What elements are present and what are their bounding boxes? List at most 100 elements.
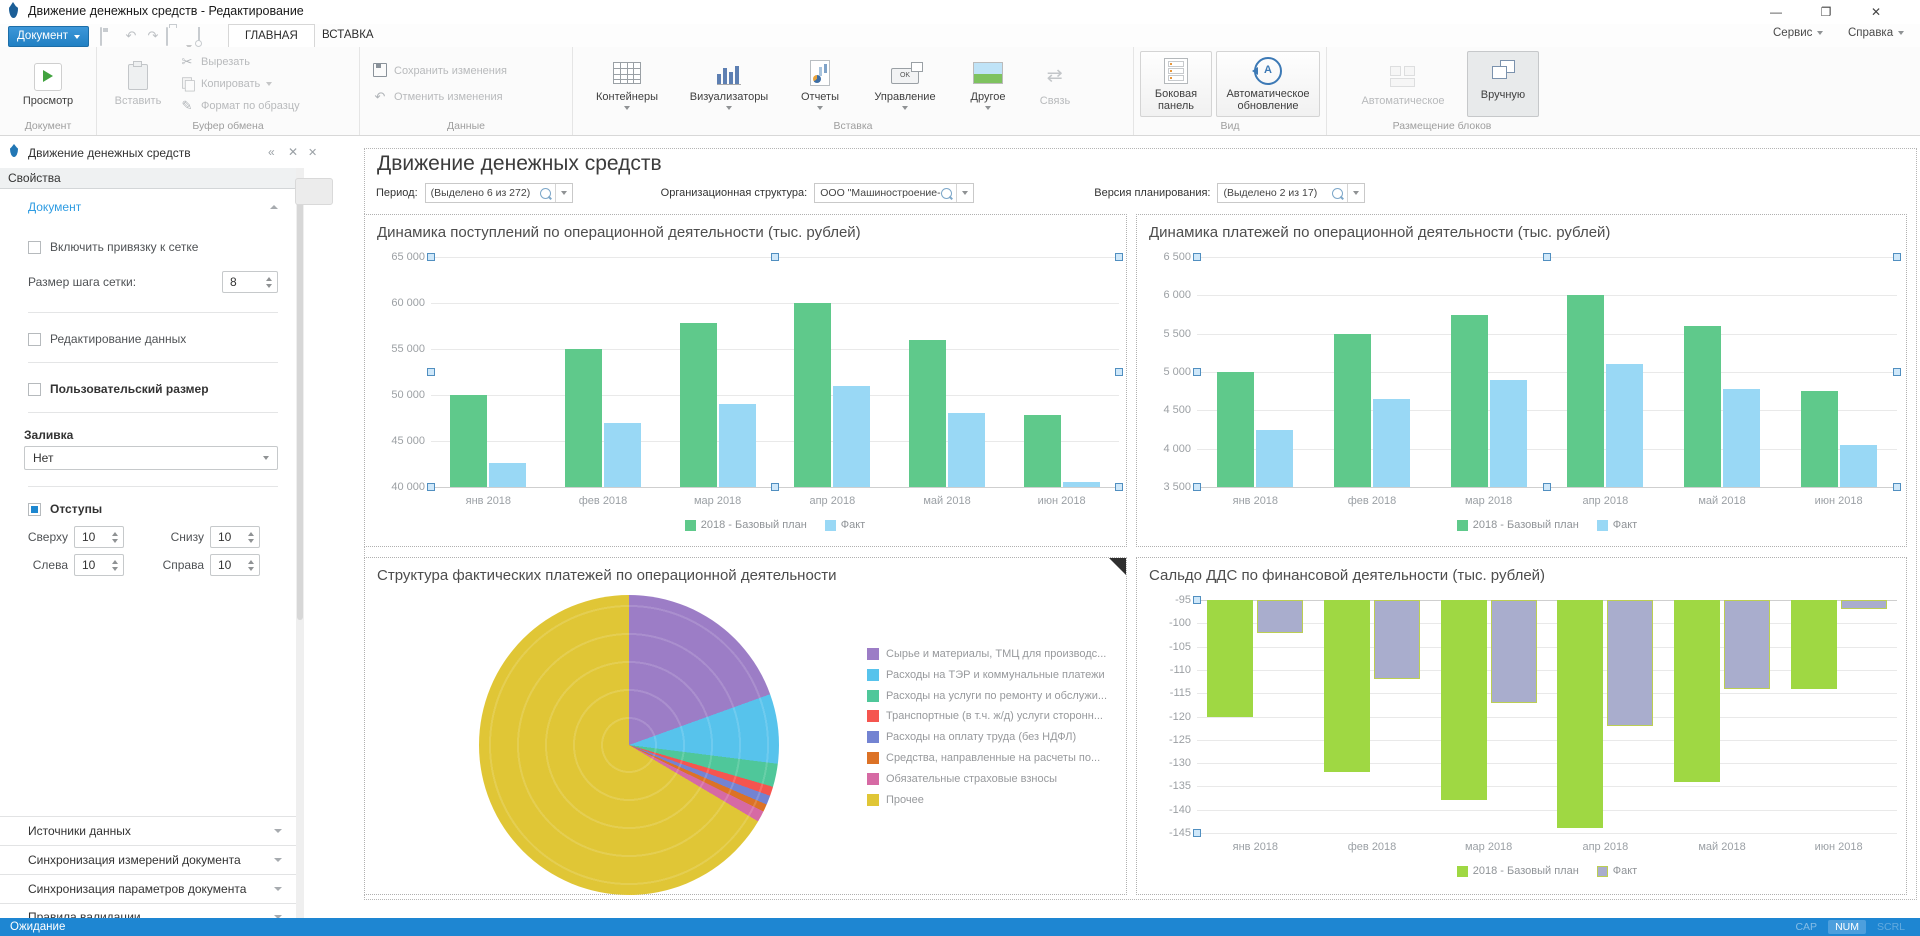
layout-manual-button[interactable]: Вручную [1467,51,1539,117]
section-document-header[interactable]: Документ [28,200,278,214]
selection-handle[interactable] [1893,368,1901,376]
bar-plan[interactable] [1450,314,1488,487]
filter-period-combobox[interactable]: (Выделено 6 из 272) [424,183,573,203]
custom-size-checkbox[interactable] [28,382,41,396]
bar-plan[interactable] [1557,600,1604,829]
bar-plan[interactable] [1334,333,1371,487]
minimize-button[interactable]: — [1770,5,1782,19]
bar-fact[interactable] [1373,398,1410,487]
section-dim-sync[interactable]: Синхронизация измерений документа [0,845,296,873]
selection-handle[interactable] [771,253,779,261]
selection-handle[interactable] [1193,829,1201,837]
section-data-sources[interactable]: Источники данных [0,816,296,844]
bar-fact[interactable] [1839,444,1877,487]
pie-chart[interactable] [479,595,779,895]
margin-left-spinner[interactable]: 10 [74,554,124,576]
paste-button[interactable]: Вставить [103,58,173,111]
panel-close-button[interactable]: ✕ [288,145,299,159]
bar-plan[interactable] [450,395,488,487]
margin-top-spinner[interactable]: 10 [74,526,124,548]
tab-insert[interactable]: ВСТАВКА [322,29,374,41]
spinner-arrows-icon[interactable] [107,559,123,571]
bar-plan[interactable] [1567,295,1605,487]
margin-right-spinner[interactable]: 10 [210,554,260,576]
bar-fact[interactable] [1723,388,1760,487]
quick-save-button[interactable] [100,27,118,46]
selection-handle[interactable] [1543,483,1551,491]
preview-run-button[interactable]: Просмотр [7,58,89,111]
panel-collapse-button[interactable]: « [268,145,275,159]
containers-button[interactable]: Контейнеры [579,54,675,114]
grid-step-spinner[interactable]: 8 [222,271,278,293]
quick-print-button[interactable] [166,27,184,46]
bar-fact[interactable] [1724,600,1770,689]
margin-bottom-spinner[interactable]: 10 [210,526,260,548]
close-button[interactable]: ✕ [1870,5,1882,19]
selection-handle[interactable] [1893,483,1901,491]
bar-fact[interactable] [948,413,985,487]
tab-properties[interactable]: Свойства [0,168,296,189]
bar-plan[interactable] [909,339,946,487]
filter-orgstructure-combobox[interactable]: ООО "Машиностроение-1" [814,183,975,203]
side-panel-toggle[interactable]: Боковая панель [1140,51,1212,117]
spinner-arrows-icon[interactable] [261,276,277,288]
tab-home[interactable]: ГЛАВНАЯ [228,24,315,47]
selection-handle[interactable] [1193,253,1201,261]
other-button[interactable]: Другое [953,54,1023,114]
selection-handle[interactable] [1193,483,1201,491]
selection-handle[interactable] [1893,253,1901,261]
copy-button[interactable]: Копировать [179,75,300,93]
chart-block-receipts-dynamics[interactable]: Динамика поступлений по операционной дея… [364,214,1127,547]
bar-fact[interactable] [1490,600,1537,703]
auto-refresh-toggle[interactable]: A Автоматическое обновление [1216,51,1320,117]
bar-fact[interactable] [1062,481,1100,487]
selection-handle[interactable] [427,368,435,376]
bar-fact[interactable] [1606,364,1644,487]
quick-preview-button[interactable] [198,27,216,46]
controls-button[interactable]: OK Управление [859,54,951,114]
bar-fact[interactable] [604,422,641,487]
spinner-arrows-icon[interactable] [243,559,259,571]
data-edit-checkbox[interactable] [28,332,41,346]
dropdown-button[interactable] [956,184,973,202]
selection-handle[interactable] [771,483,779,491]
service-menu[interactable]: Сервис [1773,27,1824,39]
chart-block-payments-structure-pie[interactable]: Структура фактических платежей по операц… [364,557,1127,895]
save-changes-button[interactable]: Сохранить изменения [372,62,507,80]
margins-checkbox[interactable] [28,502,41,516]
visualizers-button[interactable]: Визуализаторы [677,54,781,114]
selection-handle[interactable] [1115,368,1123,376]
section-param-sync[interactable]: Синхронизация параметров документа [0,874,296,902]
bar-plan[interactable] [1674,600,1720,782]
selection-handle[interactable] [427,483,435,491]
bar-fact[interactable] [1840,600,1887,610]
bar-plan[interactable] [1324,600,1370,773]
bar-plan[interactable] [794,303,832,487]
help-menu[interactable]: Справка [1848,27,1905,39]
maximize-button[interactable]: ❐ [1820,5,1832,19]
sidebar-scrollbar-thumb[interactable] [297,190,303,620]
bar-plan[interactable] [565,349,602,487]
bar-plan[interactable] [1800,391,1838,487]
selection-handle[interactable] [1193,596,1201,604]
filter-planversion-combobox[interactable]: (Выделено 2 из 17) [1217,183,1366,203]
document-menu-button[interactable]: Документ [8,26,90,47]
quick-redo-button[interactable]: ↷ [144,28,162,44]
bar-plan[interactable] [1207,600,1254,717]
cut-button[interactable]: ✂ Вырезать [179,53,300,71]
bar-fact[interactable] [833,385,871,487]
splitter-handle[interactable] [295,178,333,205]
bar-fact[interactable] [1607,600,1654,726]
bar-plan[interactable] [1790,600,1837,689]
quick-undo-button[interactable]: ↶ [122,28,140,44]
selection-handle[interactable] [427,253,435,261]
spinner-arrows-icon[interactable] [107,531,123,543]
selection-handle[interactable] [1193,368,1201,376]
bar-plan[interactable] [1440,600,1487,801]
bar-fact[interactable] [489,463,527,487]
selection-handle[interactable] [1543,253,1551,261]
bar-plan[interactable] [679,323,717,487]
bar-fact[interactable] [1256,429,1294,487]
undo-changes-button[interactable]: ↶ Отменить изменения [372,88,507,106]
reports-button[interactable]: Отчеты [783,54,857,114]
